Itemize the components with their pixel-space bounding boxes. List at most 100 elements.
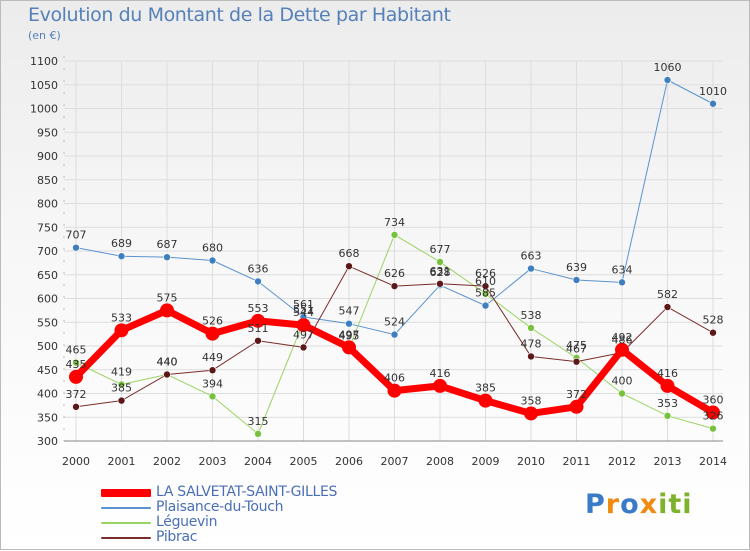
data-label-pibrac: 385 [111, 382, 132, 395]
data-label-pibrac: 528 [703, 314, 724, 327]
data-point-pibrac [572, 357, 581, 366]
data-point-leguevin [663, 412, 672, 420]
data-label-leguevin: 315 [248, 415, 269, 428]
data-label-leguevin: 677 [430, 243, 451, 256]
data-point-salvetat [205, 326, 220, 341]
logo-letter: i [682, 489, 693, 520]
data-label-leguevin: 419 [111, 365, 132, 378]
data-label-salvetat: 385 [475, 382, 496, 395]
data-point-plaisance [663, 76, 672, 84]
data-point-pibrac [299, 343, 308, 352]
data-point-plaisance [390, 330, 399, 339]
y-tick-label: 700 [37, 245, 58, 258]
data-point-salvetat [69, 369, 83, 384]
y-tick-label: 650 [37, 269, 58, 282]
data-label-salvetat: 526 [202, 315, 223, 328]
data-point-salvetat [296, 318, 311, 333]
logo-letter: r [605, 489, 621, 520]
data-label-leguevin: 353 [657, 397, 678, 410]
chart-title: Evolution du Montant de la Dette par Hab… [28, 4, 451, 26]
data-label-pibrac: 449 [202, 351, 223, 364]
data-label-plaisance: 663 [521, 250, 542, 263]
data-label-salvetat: 575 [157, 291, 178, 304]
x-tick-label: 2003 [199, 455, 227, 468]
y-tick-label: 750 [37, 221, 58, 234]
x-tick-label: 2006 [335, 455, 363, 468]
data-label-pibrac: 511 [248, 322, 269, 335]
data-point-salvetat [251, 313, 265, 328]
y-tick-label: 450 [37, 364, 58, 377]
data-label-pibrac: 440 [157, 356, 178, 369]
data-point-plaisance [572, 276, 581, 284]
data-point-pibrac [527, 352, 535, 361]
legend-swatch-leguevin [101, 522, 151, 524]
series-lines [69, 76, 720, 438]
data-point-leguevin [208, 392, 217, 401]
data-label-leguevin: 326 [703, 410, 724, 423]
data-label-salvetat: 544 [293, 306, 314, 319]
data-point-salvetat [524, 406, 538, 421]
y-tick-label: 1100 [30, 55, 58, 68]
data-labels: 707 689 687 680 636 561 547 524 628 585 663 639 634 1… [66, 61, 728, 428]
y-tick-label: 1000 [30, 103, 58, 116]
data-point-pibrac [481, 282, 490, 290]
data-label-salvetat: 360 [703, 394, 724, 407]
data-label-salvetat: 416 [657, 367, 678, 380]
y-tick-label: 1050 [30, 79, 58, 92]
data-point-leguevin [618, 389, 626, 398]
y-tick-label: 300 [37, 435, 58, 448]
legend-label-salvetat: LA SALVETAT-SAINT-GILLES [156, 484, 338, 500]
x-tick-label: 2008 [426, 455, 454, 468]
data-label-pibrac: 626 [475, 267, 496, 280]
x-tick-label: 2009 [472, 455, 500, 468]
x-tick-label: 2001 [108, 455, 136, 468]
data-point-leguevin [117, 380, 126, 389]
y-tick-label: 900 [37, 150, 58, 163]
x-tick-label: 2011 [563, 455, 591, 468]
data-label-pibrac: 486 [612, 334, 633, 347]
x-tick-label: 2002 [153, 455, 181, 468]
data-point-plaisance [481, 301, 490, 310]
data-label-pibrac: 631 [430, 265, 451, 278]
data-point-leguevin [527, 324, 535, 332]
data-point-plaisance [527, 264, 535, 273]
data-point-pibrac [117, 396, 126, 405]
grid-lines [64, 60, 723, 442]
data-label-leguevin: 551 [293, 303, 314, 316]
data-point-leguevin [709, 424, 717, 433]
data-point-plaisance [163, 253, 171, 261]
data-label-plaisance: 707 [66, 229, 87, 242]
x-tick-label: 2000 [62, 455, 90, 468]
data-point-salvetat [342, 340, 356, 355]
data-point-pibrac [72, 402, 80, 411]
data-point-plaisance [72, 243, 80, 252]
data-point-leguevin [72, 358, 80, 367]
data-label-plaisance: 636 [248, 262, 269, 275]
data-label-salvetat: 406 [384, 372, 405, 385]
data-point-salvetat [569, 399, 584, 414]
data-label-plaisance: 634 [612, 263, 633, 276]
data-label-salvetat: 533 [111, 311, 132, 324]
data-label-plaisance: 628 [430, 266, 451, 279]
legend-swatch-salvetat [101, 489, 151, 497]
x-tick-label: 2012 [608, 455, 636, 468]
y-tick-label: 950 [37, 126, 58, 139]
legend-label-leguevin: Léguevin [156, 514, 218, 530]
data-point-salvetat [160, 303, 174, 318]
data-point-pibrac [436, 279, 444, 288]
logo-letter: t [668, 489, 683, 520]
data-label-pibrac: 626 [384, 267, 405, 280]
data-point-salvetat [706, 405, 720, 420]
y-tick-label: 850 [37, 174, 58, 187]
logo-letter: i [658, 489, 669, 520]
logo-letter: o [620, 489, 640, 520]
data-label-plaisance: 1010 [699, 85, 727, 98]
data-label-leguevin: 400 [612, 375, 633, 388]
data-label-leguevin: 538 [521, 309, 542, 322]
data-label-salvetat: 497 [339, 328, 360, 341]
data-point-pibrac [709, 328, 717, 337]
data-label-plaisance: 585 [475, 287, 496, 300]
data-point-leguevin [481, 289, 490, 298]
